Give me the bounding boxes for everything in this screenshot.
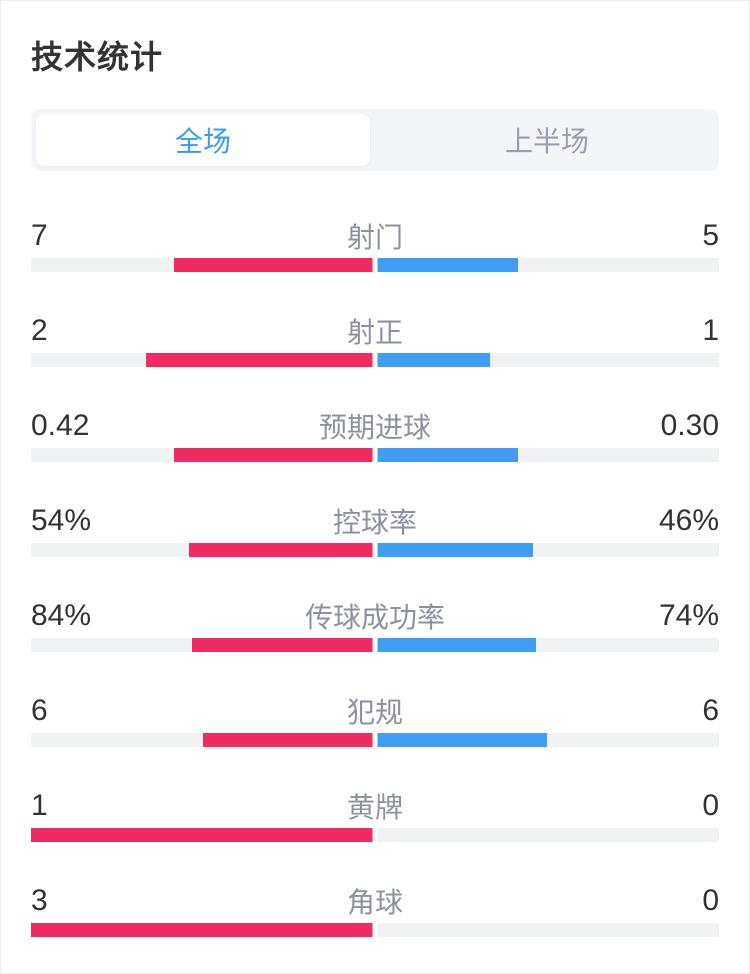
stat-bar	[31, 448, 719, 462]
away-bar-fill	[375, 638, 537, 652]
home-bar-fill	[203, 733, 375, 747]
stat-row: 3 角球 0	[31, 881, 719, 937]
tab-full-match[interactable]: 全场	[36, 114, 370, 166]
away-bar-fill	[375, 353, 490, 367]
stat-bar	[31, 353, 719, 367]
stat-bar	[31, 828, 719, 842]
period-tabs: 全场 上半场	[31, 109, 719, 171]
away-value: 0.30	[660, 409, 719, 442]
bar-center-divider	[372, 543, 378, 557]
away-bar-fill	[375, 543, 534, 557]
stat-row: 6 犯规 6	[31, 691, 719, 747]
stat-row: 84% 传球成功率 74%	[31, 596, 719, 652]
home-value: 6	[31, 694, 48, 727]
stat-header: 7 射门 5	[31, 216, 719, 256]
stat-label: 犯规	[346, 697, 403, 728]
away-bar-track	[375, 828, 719, 842]
stat-bar	[31, 638, 719, 652]
stat-bar	[31, 923, 719, 937]
stat-row: 2 射正 1	[31, 311, 719, 367]
home-value: 2	[31, 314, 48, 347]
home-value: 0.42	[31, 409, 90, 442]
stat-bar	[31, 543, 719, 557]
home-value: 1	[31, 789, 48, 822]
away-bar-track	[375, 638, 719, 652]
stat-label: 传球成功率	[304, 602, 445, 633]
home-bar-track	[31, 258, 375, 272]
bar-center-divider	[372, 828, 378, 842]
home-bar-track	[31, 543, 375, 557]
away-value: 0	[702, 789, 719, 822]
stat-row: 54% 控球率 46%	[31, 501, 719, 557]
tab-full-match-label: 全场	[174, 126, 231, 157]
away-bar-track	[375, 923, 719, 937]
stat-label: 黄牌	[346, 792, 403, 823]
away-value: 5	[702, 219, 719, 252]
stat-header: 3 角球 0	[31, 881, 719, 921]
home-value: 54%	[31, 504, 92, 537]
home-value: 7	[31, 219, 48, 252]
page-title: 技术统计	[31, 39, 164, 75]
stat-label: 预期进球	[318, 412, 431, 443]
home-bar-track	[31, 353, 375, 367]
stat-header: 84% 传球成功率 74%	[31, 596, 719, 636]
bar-center-divider	[372, 733, 378, 747]
stat-label: 角球	[346, 887, 403, 918]
away-bar-track	[375, 258, 719, 272]
stat-bar	[31, 258, 719, 272]
stats-list: 7 射门 5 2 射正 1	[31, 216, 719, 937]
home-bar-fill	[31, 923, 375, 937]
stat-row: 0.42 预期进球 0.30	[31, 406, 719, 462]
home-bar-fill	[31, 828, 375, 842]
stat-label: 射正	[346, 317, 403, 348]
home-bar-track	[31, 638, 375, 652]
away-bar-track	[375, 733, 719, 747]
bar-center-divider	[372, 638, 378, 652]
away-value: 0	[702, 884, 719, 917]
home-bar-fill	[174, 258, 375, 272]
home-value: 3	[31, 884, 48, 917]
away-value: 46%	[658, 504, 719, 537]
stat-header: 2 射正 1	[31, 311, 719, 351]
away-bar-fill	[375, 448, 519, 462]
home-bar-track	[31, 733, 375, 747]
bar-center-divider	[372, 923, 378, 937]
stat-label: 射门	[346, 222, 403, 253]
away-value: 74%	[658, 599, 719, 632]
stat-bar	[31, 733, 719, 747]
stat-row: 7 射门 5	[31, 216, 719, 272]
home-bar-track	[31, 828, 375, 842]
stat-header: 1 黄牌 0	[31, 786, 719, 826]
stat-header: 6 犯规 6	[31, 691, 719, 731]
bar-center-divider	[372, 448, 378, 462]
home-bar-track	[31, 448, 375, 462]
home-bar-track	[31, 923, 375, 937]
away-bar-track	[375, 448, 719, 462]
bar-center-divider	[372, 258, 378, 272]
stat-row: 1 黄牌 0	[31, 786, 719, 842]
home-bar-fill	[189, 543, 375, 557]
stat-header: 0.42 预期进球 0.30	[31, 406, 719, 446]
away-bar-fill	[375, 258, 519, 272]
home-bar-fill	[192, 638, 375, 652]
away-bar-track	[375, 353, 719, 367]
home-bar-fill	[174, 448, 375, 462]
away-value: 1	[702, 314, 719, 347]
stat-header: 54% 控球率 46%	[31, 501, 719, 541]
tab-first-half[interactable]: 上半场	[380, 114, 714, 166]
home-value: 84%	[31, 599, 92, 632]
away-value: 6	[702, 694, 719, 727]
away-bar-track	[375, 543, 719, 557]
tab-first-half-label: 上半场	[504, 126, 589, 157]
stat-label: 控球率	[332, 507, 417, 538]
away-bar-fill	[375, 733, 547, 747]
home-bar-fill	[145, 353, 375, 367]
bar-center-divider	[372, 353, 378, 367]
